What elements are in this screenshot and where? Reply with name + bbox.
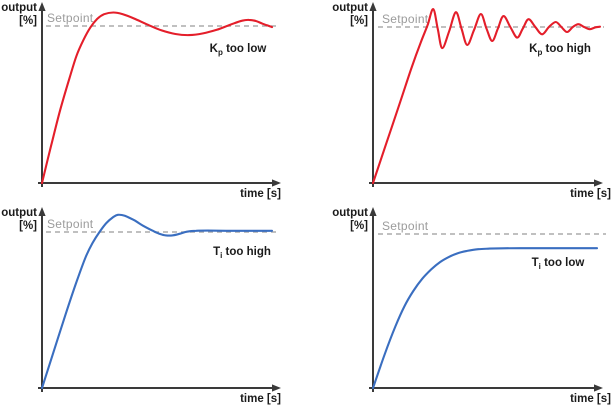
subplot-ti-too-high: output [%] Setpoint Ti too high time [s] — [1, 207, 281, 405]
subplot-ti-too-low: output [%] Setpoint Ti too low time [s] — [332, 207, 611, 405]
y-axis-unit: [%] — [19, 15, 37, 27]
subplot-kp-too-high: output [%] Setpoint Kp too high time [s] — [332, 2, 611, 200]
x-axis-arrow-icon — [272, 384, 281, 392]
annotation-ti-too-high: Ti too high — [213, 246, 271, 260]
y-axis-arrow-icon — [369, 2, 377, 11]
setpoint-label: Setpoint — [382, 12, 429, 26]
y-axis-label: output — [1, 2, 37, 14]
x-axis-arrow-icon — [272, 179, 281, 187]
y-axis-unit: [%] — [19, 220, 37, 232]
annotation-kp-too-low: Kp too low — [210, 43, 267, 57]
x-axis-arrow-icon — [594, 179, 603, 187]
y-axis-arrow-icon — [38, 207, 46, 216]
y-axis-label: output — [1, 207, 37, 219]
y-axis-arrow-icon — [38, 2, 46, 11]
y-axis-unit: [%] — [350, 220, 368, 232]
setpoint-label: Setpoint — [47, 217, 94, 231]
response-curve-kp-too-low — [40, 11, 274, 185]
subplot-kp-too-low: output [%] Setpoint Kp too low time [s] — [1, 2, 281, 200]
response-curve-kp-too-high — [371, 8, 602, 185]
y-axis-unit: [%] — [350, 15, 368, 27]
x-axis-label: time [s] — [570, 393, 611, 405]
annotation-kp-too-high: Kp too high — [529, 43, 591, 57]
response-curve-ti-too-high — [40, 213, 274, 390]
annotation-ti-too-low: Ti too low — [532, 257, 585, 271]
response-curve-ti-too-low — [371, 247, 599, 390]
setpoint-label: Setpoint — [47, 11, 94, 25]
x-axis-label: time [s] — [240, 393, 281, 405]
y-axis-label: output — [332, 2, 368, 14]
y-axis-arrow-icon — [369, 207, 377, 216]
setpoint-label: Setpoint — [382, 219, 429, 233]
x-axis-label: time [s] — [570, 188, 611, 200]
x-axis-label: time [s] — [240, 188, 281, 200]
x-axis-arrow-icon — [594, 384, 603, 392]
y-axis-label: output — [332, 207, 368, 219]
